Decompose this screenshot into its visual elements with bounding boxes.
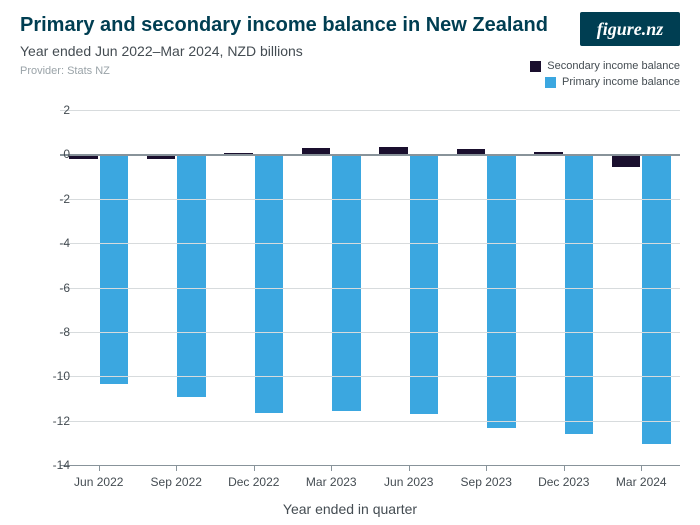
- bar: [255, 154, 284, 412]
- plot-area: [60, 110, 680, 465]
- x-tick-label: Mar 2024: [616, 475, 667, 489]
- y-tick-label: -6: [30, 281, 70, 295]
- y-tick-label: 0: [30, 147, 70, 161]
- chart-legend: Secondary income balance Primary income b…: [530, 60, 680, 92]
- y-tick-label: -2: [30, 192, 70, 206]
- gridline: [60, 288, 680, 289]
- legend-swatch: [530, 61, 541, 72]
- chart-container: Primary and secondary income balance in …: [0, 0, 700, 525]
- gridline: [60, 199, 680, 200]
- bar: [487, 154, 516, 428]
- y-tick-label: -4: [30, 236, 70, 250]
- x-tick-label: Dec 2022: [228, 475, 279, 489]
- y-tick-label: -12: [30, 414, 70, 428]
- bar: [177, 154, 206, 397]
- x-tick-label: Sep 2023: [461, 475, 512, 489]
- y-tick-label: -8: [30, 325, 70, 339]
- bar: [332, 154, 361, 410]
- gridline: [60, 376, 680, 377]
- legend-swatch: [545, 77, 556, 88]
- gridline: [60, 110, 680, 111]
- gridline: [60, 332, 680, 333]
- bar: [612, 154, 641, 166]
- y-tick-label: 2: [30, 103, 70, 117]
- legend-label: Secondary income balance: [547, 60, 680, 72]
- bar: [302, 148, 331, 155]
- bar: [410, 154, 439, 414]
- bar: [565, 154, 594, 434]
- bar: [379, 147, 408, 155]
- gridline: [60, 421, 680, 422]
- y-tick-label: -10: [30, 369, 70, 383]
- x-axis-label: Year ended in quarter: [0, 501, 700, 517]
- x-tick-label: Jun 2022: [74, 475, 123, 489]
- x-tick-label: Sep 2022: [151, 475, 202, 489]
- axis-bottom-line: [60, 465, 680, 466]
- x-tick-label: Mar 2023: [306, 475, 357, 489]
- brand-logo: figure.nz: [580, 12, 680, 46]
- gridline: [60, 154, 680, 156]
- x-tick-label: Jun 2023: [384, 475, 433, 489]
- brand-logo-text: figure.nz: [597, 19, 664, 40]
- bar: [100, 154, 129, 384]
- x-tick-label: Dec 2023: [538, 475, 589, 489]
- legend-item: Secondary income balance: [530, 60, 680, 72]
- y-tick-label: -14: [30, 458, 70, 472]
- legend-label: Primary income balance: [562, 76, 680, 88]
- gridline: [60, 243, 680, 244]
- legend-item: Primary income balance: [530, 76, 680, 88]
